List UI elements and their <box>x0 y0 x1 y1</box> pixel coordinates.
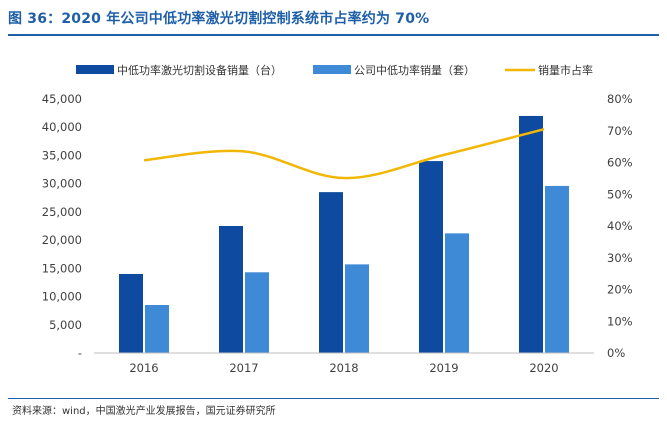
left-tick-label: 35,000 <box>42 148 82 162</box>
right-tick-label: 70% <box>607 124 633 138</box>
left-tick-label: 15,000 <box>42 261 82 275</box>
bar-series <box>119 115 569 353</box>
combo-chart: 中低功率激光切割设备销量（台） 公司中低功率销量（套） 销量市占率 - 5,000 10… <box>42 63 633 375</box>
bar-company-sales <box>545 185 569 353</box>
right-tick-label: 30% <box>607 251 633 265</box>
legend-industry-sales-swatch <box>76 65 114 74</box>
share-line <box>143 127 545 180</box>
right-y-axis: 0% 10% 20% 30% 40% 50% 60% 70% 80% <box>607 92 633 360</box>
bar-industry-sales <box>419 161 443 353</box>
bar-company-sales <box>345 264 369 353</box>
legend-industry-sales-label: 中低功率激光切割设备销量（台） <box>117 63 282 77</box>
left-tick-label: 5,000 <box>49 318 82 332</box>
x-tick-label: 2018 <box>329 361 358 375</box>
left-tick-label: 45,000 <box>42 92 82 106</box>
left-tick-label: 30,000 <box>42 177 82 191</box>
figure-title: 图 36：2020 年公司中低功率激光切割控制系统市占率约为 70% <box>8 11 430 27</box>
bar-company-sales <box>445 233 469 353</box>
bar-industry-sales <box>319 192 343 353</box>
left-tick-label: 25,000 <box>42 205 82 219</box>
line-series <box>143 127 545 180</box>
bar-industry-sales <box>119 273 143 353</box>
left-y-axis: - 5,000 10,000 15,000 20,000 25,000 30,000 35,0… <box>42 92 82 360</box>
x-tick-label: 2017 <box>229 361 258 375</box>
title-divider <box>8 34 659 36</box>
legend-company-sales-swatch <box>313 65 351 74</box>
right-tick-label: 50% <box>607 187 633 201</box>
right-tick-label: 10% <box>607 314 633 328</box>
x-axis: 2016 2017 2018 2019 2020 <box>94 352 594 375</box>
right-tick-label: 60% <box>607 156 633 170</box>
x-tick-label: 2016 <box>129 361 158 375</box>
left-tick-label: 10,000 <box>42 290 82 304</box>
chart-legend: 中低功率激光切割设备销量（台） 公司中低功率销量（套） 销量市占率 <box>76 63 593 77</box>
bar-company-sales <box>245 272 269 353</box>
bar-industry-sales <box>519 115 543 353</box>
left-tick-label: 20,000 <box>42 233 82 247</box>
left-tick-label: 40,000 <box>42 120 82 134</box>
legend-market-share-label: 销量市占率 <box>538 63 593 77</box>
x-tick-label: 2019 <box>429 361 458 375</box>
x-tick-label: 2020 <box>529 361 558 375</box>
bar-company-sales <box>145 305 169 353</box>
right-tick-label: 0% <box>607 346 625 360</box>
legend-company-sales-label: 公司中低功率销量（套） <box>354 63 475 77</box>
right-tick-label: 20% <box>607 283 633 297</box>
left-tick-label: - <box>78 346 82 360</box>
right-tick-label: 80% <box>607 92 633 106</box>
bar-industry-sales <box>219 226 243 353</box>
right-tick-label: 40% <box>607 219 633 233</box>
source-divider <box>8 398 659 399</box>
source-note: 资料来源：wind，中国激光产业发展报告，国元证券研究所 <box>12 406 276 417</box>
